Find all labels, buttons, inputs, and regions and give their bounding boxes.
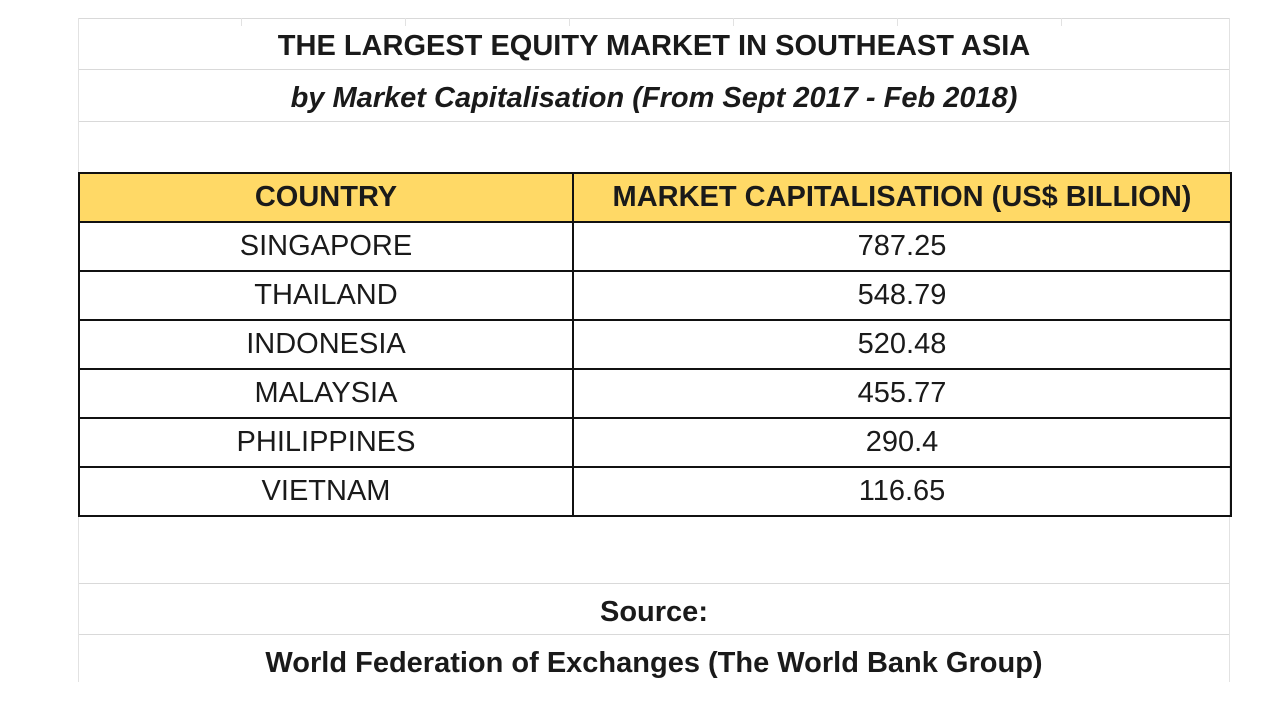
gridline [1061, 18, 1062, 26]
source-text: World Federation of Exchanges (The World… [265, 647, 1043, 679]
country-cell: PHILIPPINES [78, 417, 574, 468]
gridline [78, 69, 1230, 70]
market-cap-table: COUNTRY MARKET CAPITALISATION (US$ BILLI… [78, 172, 1232, 517]
market-cap-cell: 548.79 [572, 270, 1232, 321]
sheet-title: THE LARGEST EQUITY MARKET IN SOUTHEAST A… [277, 30, 1031, 62]
country-cell: THAILAND [78, 270, 574, 321]
market-cap-cell: 116.65 [572, 466, 1232, 517]
gridline [405, 18, 406, 26]
column-header-country: COUNTRY [78, 172, 574, 223]
country-cell: INDONESIA [78, 319, 574, 370]
market-cap-cell: 290.4 [572, 417, 1232, 468]
gridline [569, 18, 570, 26]
gridline [241, 18, 242, 26]
market-cap-cell: 787.25 [572, 221, 1232, 272]
market-cap-cell: 455.77 [572, 368, 1232, 419]
spreadsheet-sheet: THE LARGEST EQUITY MARKET IN SOUTHEAST A… [78, 18, 1232, 682]
column-header-market-cap: MARKET CAPITALISATION (US$ BILLION) [572, 172, 1232, 223]
gridline [897, 18, 898, 26]
gridline [78, 121, 1230, 122]
gridline [733, 18, 734, 26]
table-row: SINGAPORE 787.25 [78, 221, 1232, 272]
table-row: THAILAND 548.79 [78, 270, 1232, 321]
country-cell: VIETNAM [78, 466, 574, 517]
country-cell: SINGAPORE [78, 221, 574, 272]
gridline [78, 18, 1230, 19]
market-cap-cell: 520.48 [572, 319, 1232, 370]
country-cell: MALAYSIA [78, 368, 574, 419]
gridline [78, 583, 1230, 584]
table-row: MALAYSIA 455.77 [78, 368, 1232, 419]
table-header-row: COUNTRY MARKET CAPITALISATION (US$ BILLI… [78, 172, 1232, 223]
source-label: Source: [600, 596, 708, 628]
table-row: INDONESIA 520.48 [78, 319, 1232, 370]
table-row: VIETNAM 116.65 [78, 466, 1232, 517]
gridline [78, 634, 1230, 635]
table-row: PHILIPPINES 290.4 [78, 417, 1232, 468]
sheet-subtitle: by Market Capitalisation (From Sept 2017… [290, 82, 1018, 114]
